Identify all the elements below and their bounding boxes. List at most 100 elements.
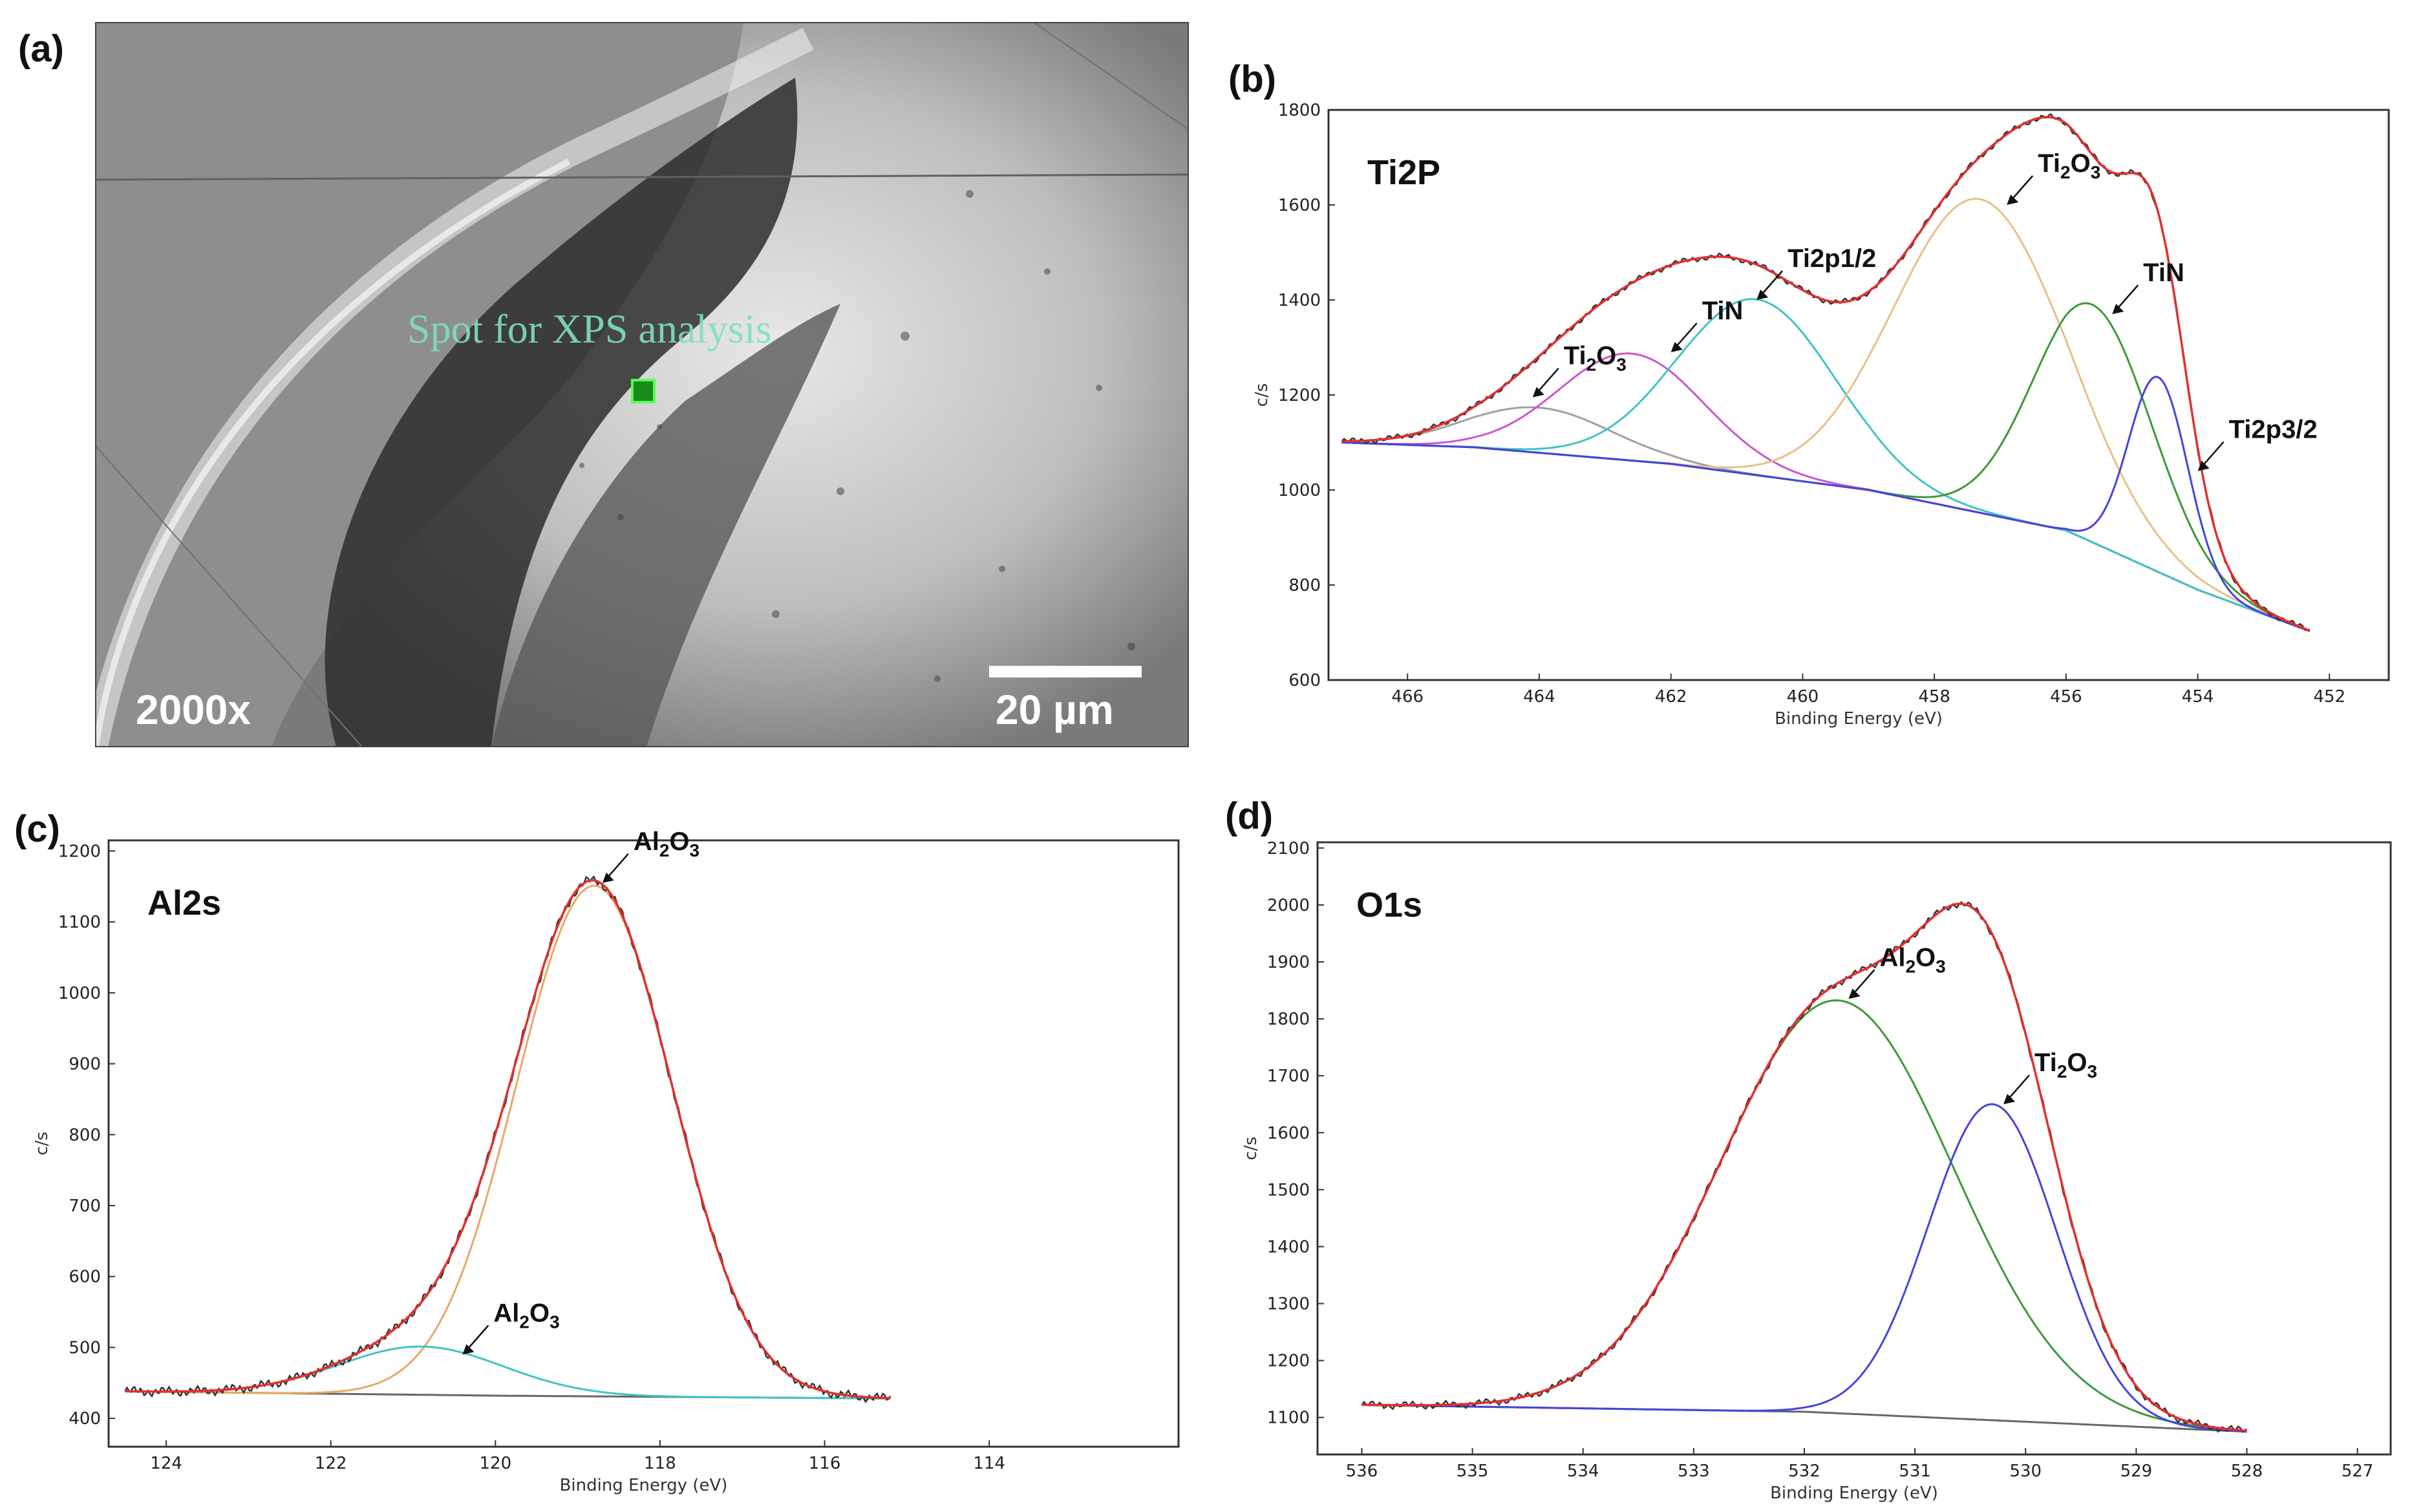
y-tick-label: 1200 (1278, 386, 1321, 405)
chart-o1s: 536 535 534 533 532 531 530 529 528 527 1100 1200 13… (1241, 839, 2392, 1503)
component-peak-ti2p32 (1341, 376, 2311, 632)
y-tick-label: 1900 (1267, 953, 1310, 972)
annotation-arrowhead (2112, 304, 2124, 315)
y-tick-label: 800 (1288, 576, 1321, 595)
chart-title: Ti2P (1367, 153, 1440, 192)
plot-frame (1327, 109, 2390, 681)
fitted-envelope (1361, 902, 2247, 1432)
annotation-arrowhead (1848, 988, 1861, 999)
x-tick-label: 116 (809, 1454, 841, 1473)
x-tick-label: 118 (644, 1454, 676, 1473)
y-tick-label: 1100 (1267, 1409, 1310, 1428)
y-tick-label: 900 (69, 1055, 101, 1074)
x-tick-label: 535 (1457, 1462, 1489, 1481)
peak-annotation: TiN (2143, 259, 2184, 287)
x-axis-label: Binding Energy (eV) (1775, 709, 1943, 729)
y-axis-label: c/s (32, 1132, 52, 1156)
x-tick-label: 528 (2231, 1462, 2263, 1481)
x-axis-label: Binding Energy (eV) (560, 1476, 728, 1495)
y-tick-label: 600 (69, 1268, 101, 1287)
y-tick-label: 1400 (1278, 291, 1321, 310)
x-tick-label: 536 (1346, 1462, 1378, 1481)
panel-d-label: (d) (1225, 795, 1273, 837)
y-tick-label: 800 (69, 1125, 101, 1145)
component-peak-al2o3 (125, 1345, 891, 1400)
panel-a-label: (a) (18, 28, 64, 70)
component-peak-al2o3 (1361, 999, 2247, 1432)
y-tick-label: 500 (69, 1338, 101, 1358)
x-tick-label: 462 (1655, 687, 1687, 707)
y-axis-label: c/s (1241, 1136, 1261, 1160)
background-line (1361, 1403, 2247, 1433)
peak-annotation: Al2O3 (493, 1299, 559, 1332)
annotation-arrowhead (462, 1344, 475, 1355)
plot-frame (1316, 841, 2392, 1456)
y-tick-label: 1500 (1267, 1180, 1310, 1200)
y-axis-label: c/s (1252, 383, 1272, 407)
chart-title: O1s (1356, 886, 1422, 924)
y-tick-label: 1200 (1267, 1352, 1310, 1371)
scale-bar (989, 666, 1142, 677)
peak-annotation: TiN (1702, 297, 1744, 325)
x-tick-label: 452 (2314, 687, 2346, 707)
xps-spot-marker (631, 379, 656, 403)
component-peak-tin (1341, 352, 2311, 632)
y-tick-label: 1000 (1278, 481, 1321, 500)
annotation-arrowhead (602, 872, 614, 883)
component-peak-ti2o3 (1341, 406, 2311, 632)
x-tick-label: 114 (973, 1454, 1005, 1473)
peak-annotation: Ti2p3/2 (2229, 416, 2318, 444)
y-tick-label: 1800 (1278, 101, 1321, 120)
x-tick-label: 527 (2342, 1462, 2374, 1481)
x-tick-label: 120 (480, 1454, 512, 1473)
peak-annotation: Ti2p1/2 (1788, 244, 1876, 273)
y-tick-label: 1600 (1267, 1123, 1310, 1143)
background-line (1341, 442, 2311, 632)
y-tick-label: 2100 (1267, 839, 1310, 858)
fitted-envelope (1341, 116, 2311, 632)
y-tick-label: 1400 (1267, 1237, 1310, 1257)
x-tick-label: 531 (1899, 1462, 1931, 1481)
peak-annotation: Ti2O3 (1564, 342, 1627, 375)
component-peak-ti2p12 (1341, 298, 2311, 632)
y-tick-label: 1700 (1267, 1067, 1310, 1086)
xps-spot-label: Spot for XPS analysis (407, 306, 772, 352)
x-tick-label: 460 (1787, 687, 1819, 707)
x-tick-label: 454 (2182, 687, 2214, 707)
annotation-arrowhead (2007, 195, 2019, 205)
x-tick-label: 464 (1523, 687, 1555, 707)
annotation-arrowhead (1532, 387, 1544, 398)
x-tick-label: 534 (1567, 1462, 1599, 1481)
x-tick-label: 529 (2120, 1462, 2153, 1481)
annotation-arrowhead (2003, 1094, 2016, 1105)
chart-title: Al2s (147, 884, 221, 922)
component-peak-tin (1341, 302, 2311, 632)
peak-annotation: Ti2O3 (2034, 1049, 2097, 1081)
x-tick-label: 122 (315, 1454, 347, 1473)
x-axis-label: Binding Energy (eV) (1770, 1484, 1938, 1503)
magnification-label: 2000x (136, 687, 251, 733)
measured-spectrum (1361, 900, 2248, 1433)
panel-c-label: (c) (14, 808, 60, 850)
plot-frame (107, 839, 1180, 1448)
y-tick-label: 700 (69, 1197, 101, 1216)
y-tick-label: 1100 (58, 913, 101, 932)
y-tick-label: 1800 (1267, 1010, 1310, 1029)
y-tick-label: 1600 (1278, 196, 1321, 215)
chart-al2s: 124 122 120 118 116 114 400 500 600 700 800 900 1000… (32, 827, 1180, 1495)
x-tick-label: 533 (1678, 1462, 1710, 1481)
x-tick-label: 124 (150, 1454, 182, 1473)
fitted-envelope (125, 879, 891, 1400)
component-peak-ti2o3 (1361, 1103, 2247, 1433)
x-tick-label: 456 (2050, 687, 2082, 707)
measured-spectrum (1341, 112, 2311, 632)
y-tick-label: 1200 (58, 842, 101, 861)
y-tick-label: 2000 (1267, 896, 1310, 915)
peak-annotation: Ti2O3 (2038, 149, 2100, 182)
annotation-arrowhead (1756, 290, 1769, 300)
x-tick-label: 532 (1788, 1462, 1820, 1481)
scale-bar-label: 20 µm (996, 687, 1114, 733)
x-tick-label: 530 (2009, 1462, 2042, 1481)
x-tick-label: 458 (1918, 687, 1950, 707)
